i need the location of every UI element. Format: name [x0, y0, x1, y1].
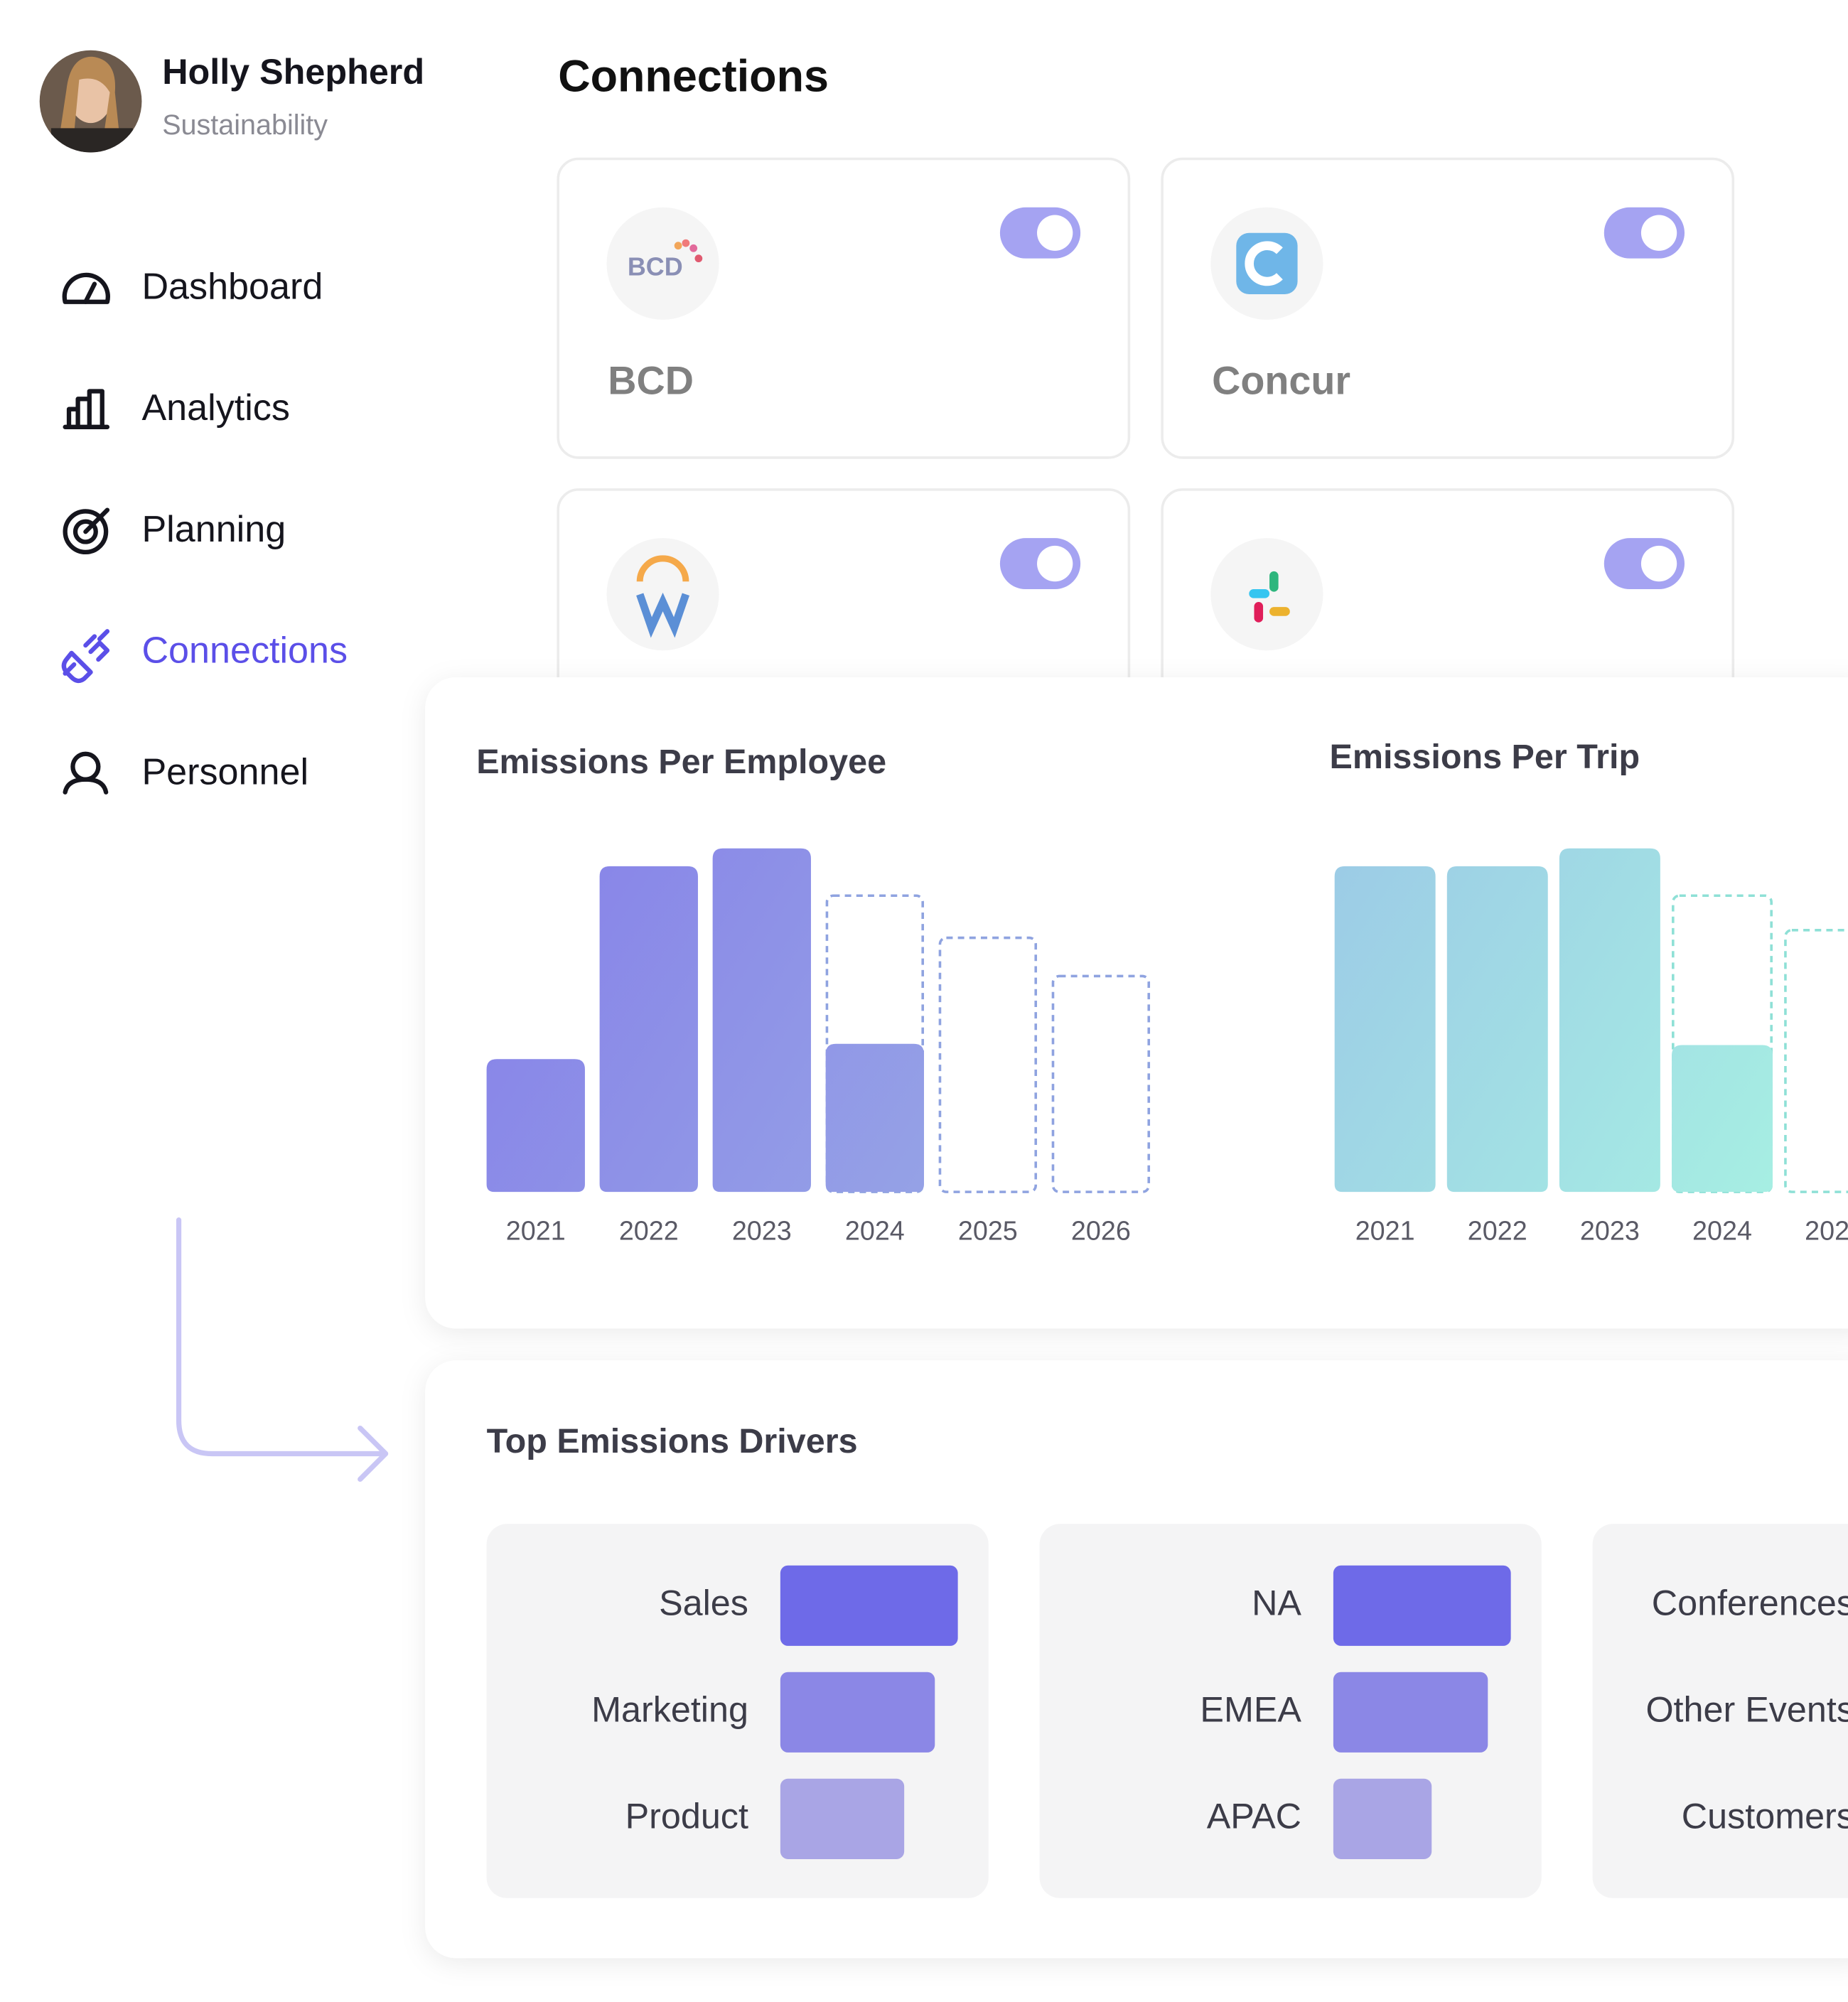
chart-title: Emissions Per Trip: [1329, 738, 1640, 776]
charts: Emissions Per Employee 2021 2022 2023 2024 20…: [476, 738, 1848, 1246]
bar: [599, 866, 698, 1193]
avatar: [39, 50, 142, 153]
bar: [1559, 848, 1660, 1193]
x-tick-label: 2022: [1468, 1216, 1527, 1246]
connection-name: Concur: [1212, 358, 1350, 402]
planning-icon: [63, 507, 110, 555]
nav-item[interactable]: Planning: [141, 509, 286, 550]
connections-icon: [61, 629, 110, 684]
logo-mark: [1269, 571, 1279, 592]
logo: [636, 555, 689, 638]
connection-cards: BCD BCD Concur: [557, 157, 1735, 790]
connection-name: BCD: [608, 358, 694, 402]
x-tick-label: 2023: [732, 1216, 792, 1246]
drivers: Sales Marketing Product NA EMEA APAC Conferenc…: [486, 1524, 1848, 1898]
x-tick-label: 2026: [1071, 1216, 1131, 1246]
logo-mark: [636, 555, 689, 582]
logo-mark: [636, 592, 689, 638]
toggle-knob: [1640, 215, 1677, 251]
x-tick-label: 2023: [1580, 1216, 1640, 1246]
user-name: Holly Shepherd: [162, 51, 424, 92]
driver-label: Sales: [659, 1583, 748, 1623]
nav-item[interactable]: Connections: [141, 630, 348, 672]
logo: [1236, 232, 1298, 294]
logo-dot: [682, 239, 690, 247]
target-bar: [938, 936, 1038, 1193]
x-tick-label: 2022: [619, 1216, 679, 1246]
bar: [825, 1043, 924, 1193]
logo-dot: [694, 254, 703, 263]
drivers-title: Top Emissions Drivers: [487, 1422, 858, 1460]
driver-bar: [1333, 1672, 1488, 1753]
nav-item[interactable]: Analytics: [141, 387, 289, 429]
driver-bar: [780, 1565, 958, 1646]
personnel-icon: [63, 751, 109, 795]
logo-bg: [606, 207, 719, 320]
nav-item[interactable]: Dashboard: [141, 267, 323, 308]
nav: Dashboard Analytics Planning Connections Per…: [141, 267, 348, 793]
driver-label: Other Events: [1645, 1689, 1848, 1730]
driver-bar: [1333, 1778, 1432, 1859]
bar: [712, 848, 811, 1193]
logo-mark: [1249, 589, 1270, 598]
logo-mark: [1254, 601, 1264, 623]
x-tick-label: 2024: [1692, 1216, 1752, 1246]
driver-label: Marketing: [591, 1689, 748, 1730]
driver-bar: [780, 1672, 935, 1753]
connection-card[interactable]: BCD BCD: [557, 157, 1131, 459]
logo-text: BCD: [628, 252, 683, 281]
logo-mark: [1245, 241, 1283, 286]
logo: [1249, 571, 1290, 623]
target-bar: [1051, 974, 1151, 1193]
dashboard-icon: [62, 272, 110, 304]
analytics-icon: [63, 389, 110, 429]
driver-label: APAC: [1207, 1796, 1301, 1836]
driver-card: [1592, 1524, 1848, 1898]
driver-label: Product: [625, 1796, 748, 1836]
target-bar: [1672, 894, 1773, 1193]
logo: BCD: [628, 239, 703, 281]
toggle-knob: [1037, 215, 1073, 251]
chart-title: Emissions Per Employee: [476, 743, 886, 781]
logo-dot: [689, 244, 698, 252]
x-tick-label: 2021: [506, 1216, 566, 1246]
bar: [486, 1059, 585, 1193]
toggle-knob: [1640, 545, 1677, 582]
bar: [1672, 1045, 1773, 1193]
toggle-knob: [1037, 545, 1073, 582]
flow-arrow: [176, 1217, 389, 1482]
x-tick-label: 2025: [1805, 1216, 1848, 1246]
x-tick-label: 2021: [1355, 1216, 1415, 1246]
driver-label: NA: [1252, 1583, 1301, 1623]
driver-label: Conferences: [1652, 1583, 1848, 1623]
bar: [1334, 866, 1436, 1193]
section-title: Connections: [558, 52, 829, 102]
connection-card[interactable]: Concur: [1161, 157, 1735, 459]
logo-dot: [674, 242, 682, 250]
driver-bar: [1333, 1565, 1511, 1646]
bar: [1446, 866, 1548, 1193]
x-tick-label: 2025: [958, 1216, 1018, 1246]
logo-mark: [1269, 607, 1290, 616]
driver-label: Customers: [1682, 1796, 1848, 1836]
driver-bar: [780, 1778, 905, 1859]
user-role: Sustainability: [162, 109, 328, 141]
x-tick-label: 2024: [845, 1216, 905, 1246]
driver-label: EMEA: [1200, 1689, 1301, 1730]
nav-item[interactable]: Personnel: [141, 751, 308, 792]
